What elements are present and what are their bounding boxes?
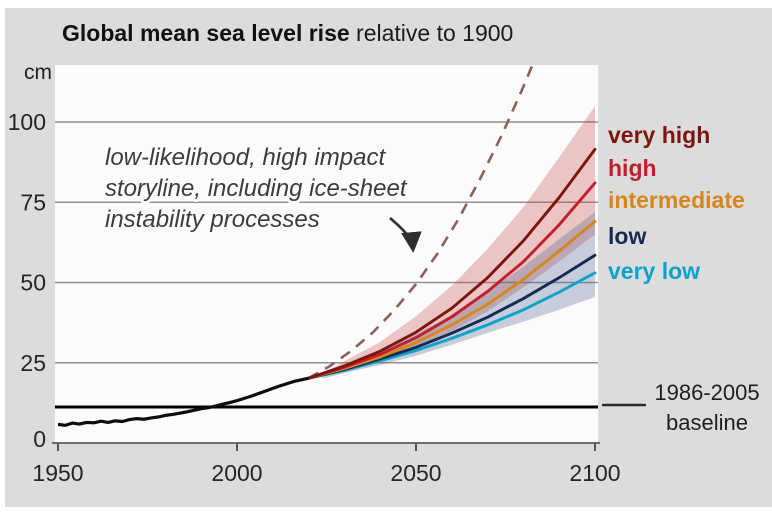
y-tick-labels: 0 25 50 75 100 bbox=[8, 109, 46, 452]
scenario-lines bbox=[307, 147, 597, 380]
legend-label-very-low: very low bbox=[608, 258, 700, 284]
observed-line bbox=[57, 376, 309, 427]
legend-label-high: high bbox=[608, 155, 657, 181]
x-tick-labels: 1950 2000 2050 2100 bbox=[32, 460, 620, 486]
chart-title-bold: Global mean sea level rise bbox=[62, 20, 350, 46]
storyline-path bbox=[307, 65, 534, 380]
chart-title: Global mean sea level rise relative to 1… bbox=[62, 20, 513, 46]
plot-area bbox=[55, 65, 598, 443]
y-tick-label-0: 0 bbox=[33, 426, 46, 452]
observed-line-path bbox=[57, 376, 309, 427]
line-intermediate bbox=[307, 220, 597, 380]
y-tick-label-50: 50 bbox=[20, 270, 46, 296]
line-high bbox=[307, 181, 597, 380]
baseline-label-word: baseline bbox=[666, 410, 748, 435]
line-very-high bbox=[307, 147, 597, 380]
legend-label-low: low bbox=[608, 223, 646, 249]
legend-label-very-high: very high bbox=[608, 122, 710, 148]
axes bbox=[52, 442, 600, 451]
x-tick-label-2050: 2050 bbox=[390, 460, 441, 486]
annotation-line-3: instability processes bbox=[105, 206, 320, 233]
annotation-arrow bbox=[389, 217, 422, 253]
x-tick-label-1950: 1950 bbox=[32, 460, 83, 486]
storyline-dashed-line bbox=[307, 65, 534, 380]
legend-label-intermediate: intermediate bbox=[608, 187, 745, 213]
x-tick-label-2000: 2000 bbox=[211, 460, 262, 486]
y-tick-label-75: 75 bbox=[20, 189, 46, 215]
low-scenarios-range-band bbox=[322, 211, 595, 379]
unit-label: cm bbox=[24, 61, 52, 84]
annotation-text: low-likelihood, high impact storyline, i… bbox=[102, 141, 411, 236]
y-tick-label-100: 100 bbox=[8, 109, 46, 135]
x-tick-label-2100: 2100 bbox=[569, 460, 620, 486]
scenario-legend: very high high intermediate low very low bbox=[608, 122, 745, 284]
annotation-line-2: storyline, including ice-sheet bbox=[105, 175, 408, 202]
chart-title-regular: relative to 1900 bbox=[350, 20, 514, 46]
annotation-line-1: low-likelihood, high impact bbox=[105, 144, 386, 171]
baseline-label-years: 1986-2005 bbox=[654, 380, 759, 405]
y-tick-label-25: 25 bbox=[20, 350, 46, 376]
